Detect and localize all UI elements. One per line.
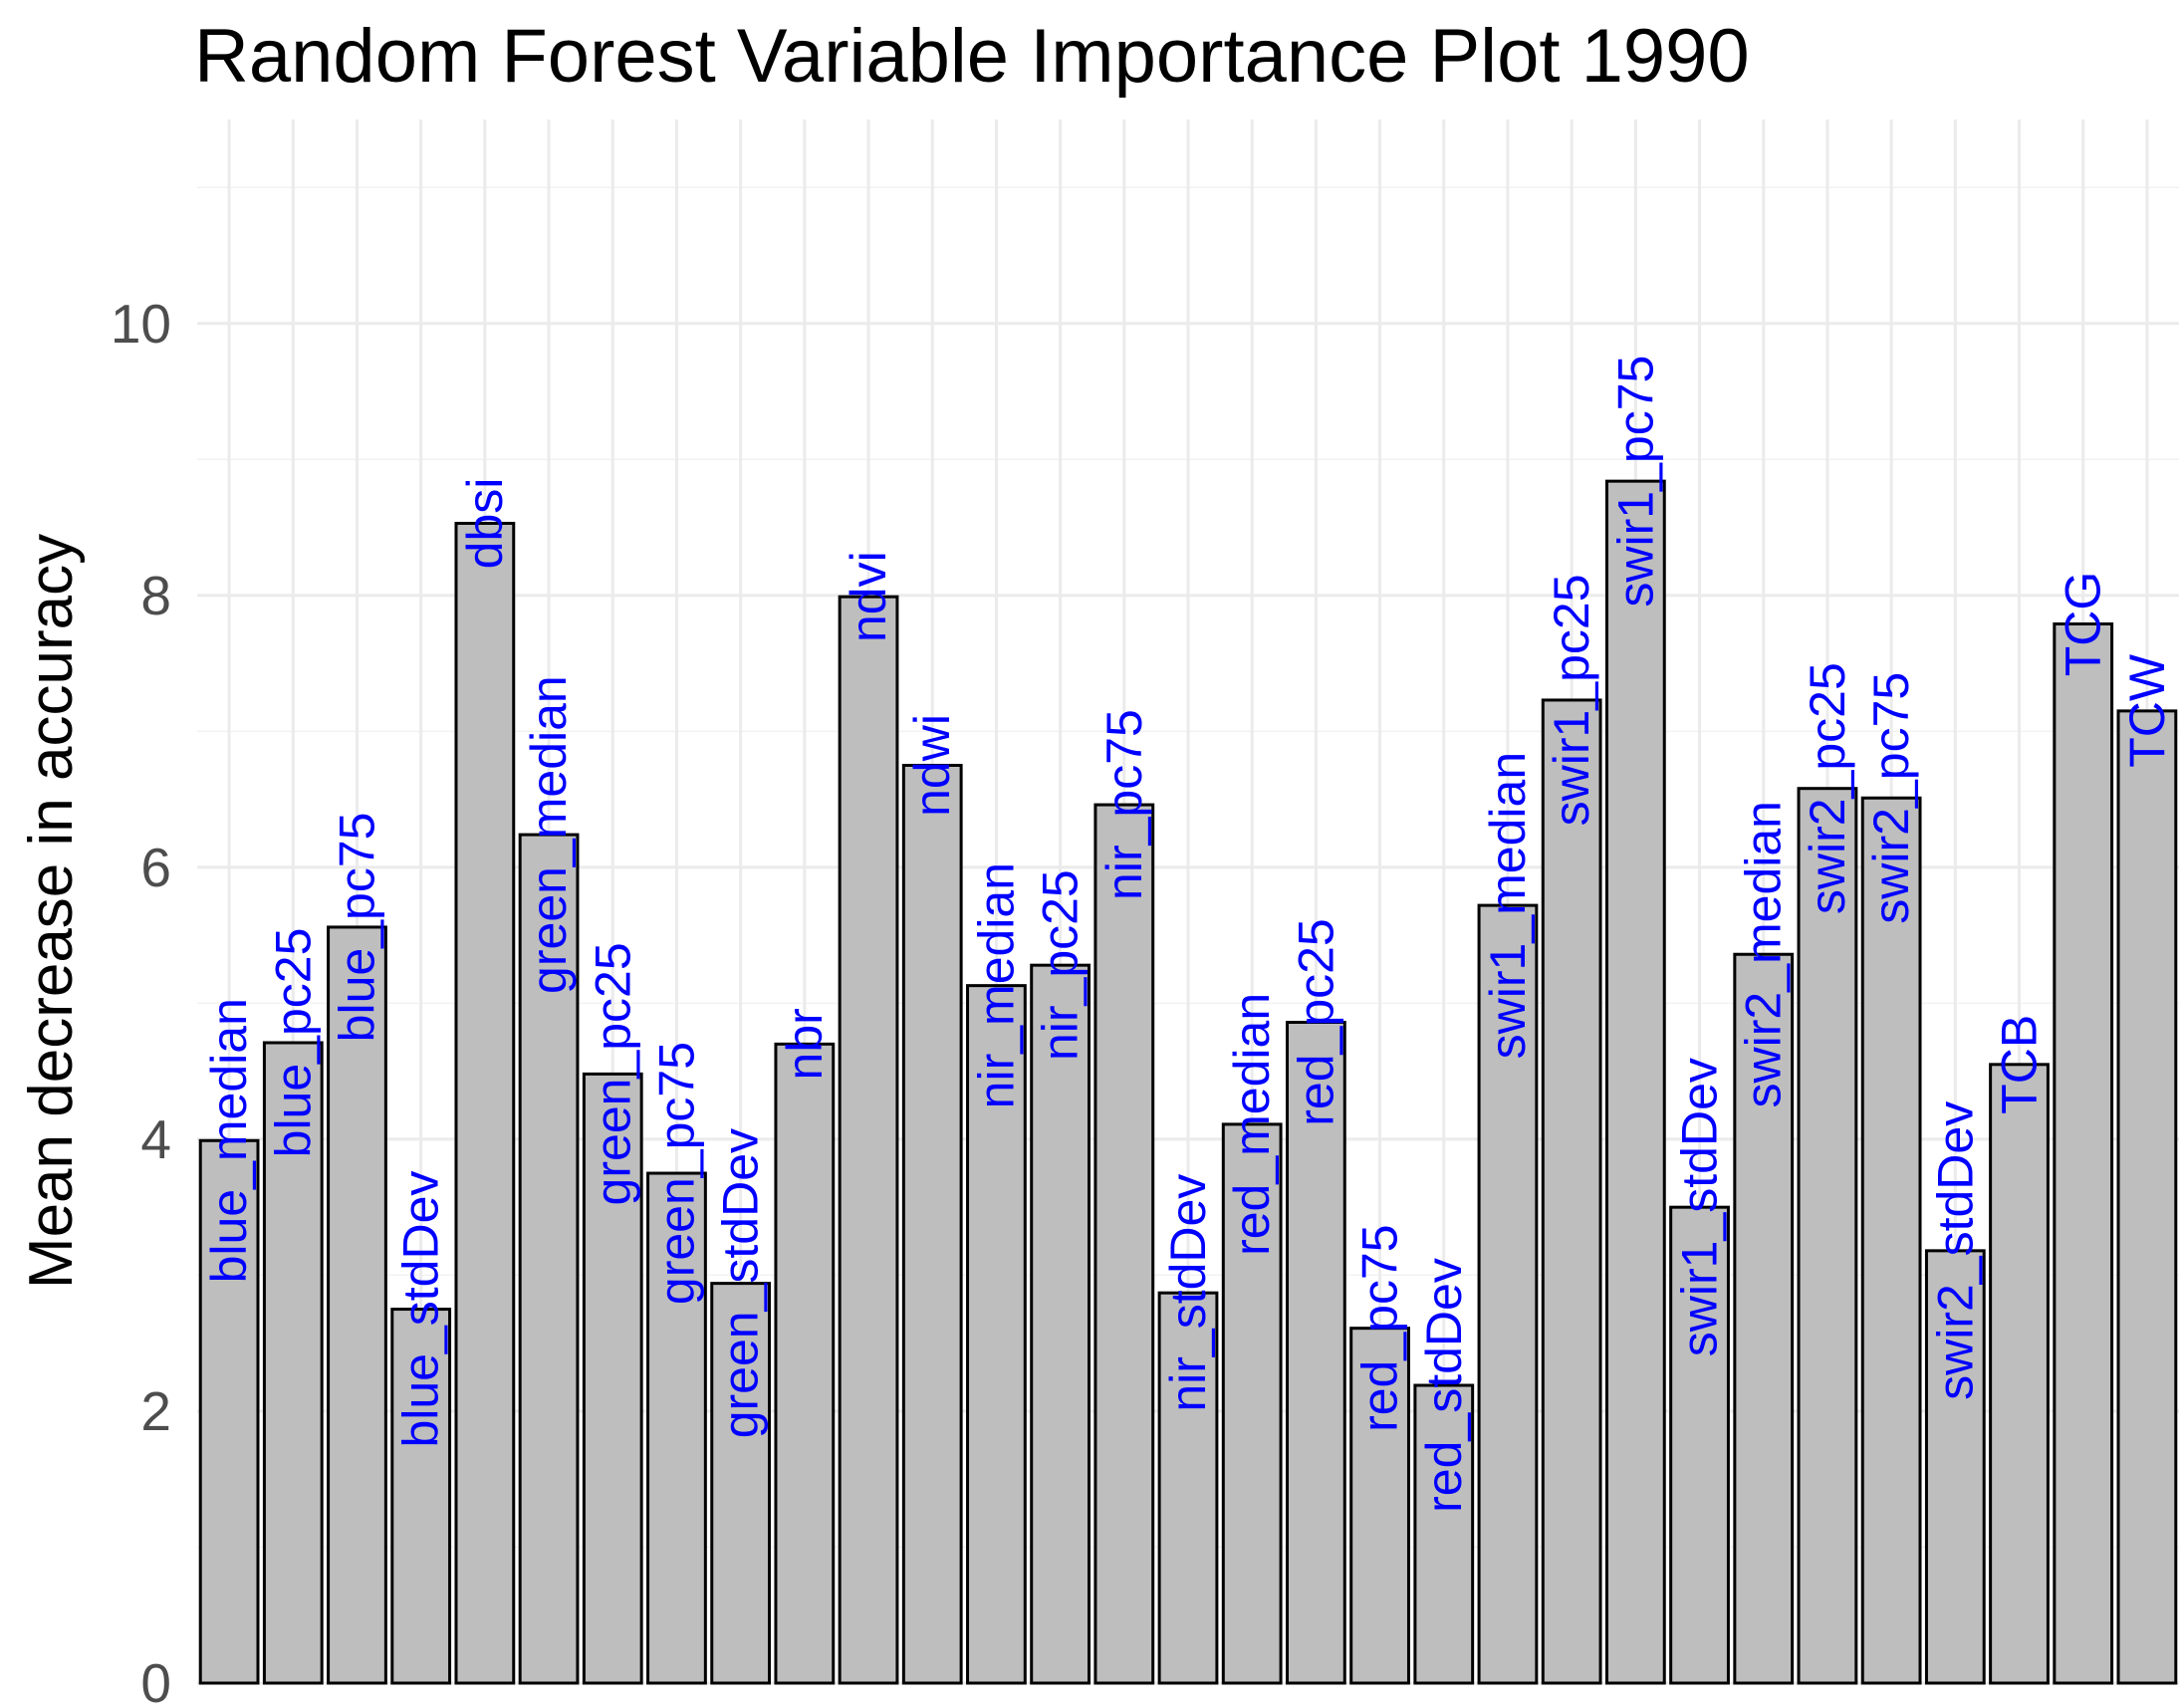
bar-green_median — [518, 833, 580, 1685]
y-tick-label: 2 — [140, 1380, 171, 1442]
y-tick-label: 0 — [140, 1652, 171, 1708]
bar-red_pc25 — [1286, 1021, 1346, 1685]
bar-label-nir_median: nir_median — [968, 862, 1024, 1108]
bar-TCW — [2116, 709, 2178, 1685]
y-tick-label: 4 — [140, 1108, 171, 1170]
bar-swir1_stdDev — [1669, 1205, 1730, 1685]
bar-label-swir1_stdDev: swir1_stdDev — [1672, 1058, 1728, 1356]
bar-nir_median — [966, 984, 1027, 1685]
y-tick-label: 6 — [140, 837, 171, 898]
bar-swir1_pc75 — [1604, 479, 1666, 1685]
bar-label-dbsi: dbsi — [457, 478, 513, 570]
bar-red_median — [1221, 1122, 1283, 1685]
bar-label-swir1_pc25: swir1_pc25 — [1544, 574, 1599, 826]
bar-nir_stdDev — [1157, 1291, 1219, 1685]
bar-swir2_pc75 — [1860, 796, 1922, 1685]
bar-swir2_median — [1733, 952, 1795, 1685]
bar-blue_median — [198, 1138, 260, 1685]
bar-green_pc25 — [582, 1072, 643, 1685]
bar-label-nir_pc25: nir_pc25 — [1033, 869, 1089, 1061]
bar-TCG — [2053, 621, 2114, 1685]
bar-nbr — [774, 1042, 836, 1685]
bar-green_stdDev — [710, 1282, 772, 1685]
bar-label-blue_pc25: blue_pc25 — [265, 928, 321, 1158]
bar-label-green_pc25: green_pc25 — [585, 942, 640, 1205]
bar-label-green_median: green_median — [521, 675, 577, 994]
bar-label-green_stdDev: green_stdDev — [713, 1128, 769, 1438]
y-axis-ticks: 0 2 4 6 8 10 — [111, 293, 171, 1708]
bar-label-red_pc25: red_pc25 — [1288, 918, 1343, 1126]
bar-ndwi — [901, 763, 963, 1685]
bar-label-TCW: TCW — [2119, 653, 2175, 768]
bar-green_pc75 — [646, 1171, 707, 1685]
bar-nir_pc75 — [1093, 803, 1155, 1685]
bar-label-swir1_median: swir1_median — [1480, 752, 1536, 1059]
bar-blue_pc25 — [262, 1041, 324, 1685]
bar-label-red_pc75: red_pc75 — [1352, 1224, 1408, 1432]
bar-label-swir1_pc75: swir1_pc75 — [1607, 356, 1663, 608]
bar-label-swir2_stdDev: swir2_stdDev — [1927, 1101, 1983, 1400]
bar-TCB — [1989, 1063, 2050, 1685]
bar-label-nir_stdDev: nir_stdDev — [1160, 1174, 1216, 1412]
bar-label-swir2_median: swir2_median — [1736, 801, 1792, 1107]
bar-red_pc75 — [1349, 1327, 1410, 1685]
bar-label-swir2_pc25: swir2_pc25 — [1800, 662, 1855, 914]
bar-label-nbr: nbr — [777, 1008, 833, 1080]
y-tick-label: 8 — [140, 565, 171, 626]
bar-label-ndvi: ndvi — [841, 551, 896, 642]
bar-blue_pc75 — [327, 925, 387, 1685]
bar-label-red_stdDev: red_stdDev — [1416, 1258, 1472, 1513]
y-tick-label: 10 — [111, 293, 171, 355]
bar-swir1_median — [1477, 903, 1539, 1685]
bar-label-TCG: TCG — [2056, 572, 2111, 677]
bar-label-blue_pc75: blue_pc75 — [329, 813, 384, 1043]
bar-label-green_pc75: green_pc75 — [648, 1042, 704, 1305]
bar-dbsi — [454, 521, 516, 1685]
bar-label-nir_pc75: nir_pc75 — [1096, 709, 1152, 900]
bar-label-blue_median: blue_median — [201, 998, 257, 1283]
bar-swir2_pc25 — [1797, 787, 1858, 1685]
bar-ndvi — [838, 595, 899, 1685]
chart-title: Random Forest Variable Importance Plot 1… — [194, 14, 1750, 99]
bar-swir1_pc25 — [1541, 698, 1602, 1685]
bar-label-blue_stdDev: blue_stdDev — [393, 1171, 449, 1448]
bar-swir2_stdDev — [1924, 1249, 1986, 1685]
bar-label-swir2_pc75: swir2_pc75 — [1863, 672, 1919, 924]
bar-label-ndwi: ndwi — [904, 714, 960, 817]
bar-label-red_median: red_median — [1224, 993, 1280, 1256]
bar-nir_pc25 — [1030, 963, 1092, 1685]
bars — [198, 479, 2178, 1685]
y-axis-label: Mean decrease in accuracy — [17, 534, 86, 1289]
bar-label-TCB: TCB — [1992, 1015, 2048, 1114]
bar-red_stdDev — [1413, 1383, 1475, 1685]
bar-blue_stdDev — [390, 1308, 452, 1685]
